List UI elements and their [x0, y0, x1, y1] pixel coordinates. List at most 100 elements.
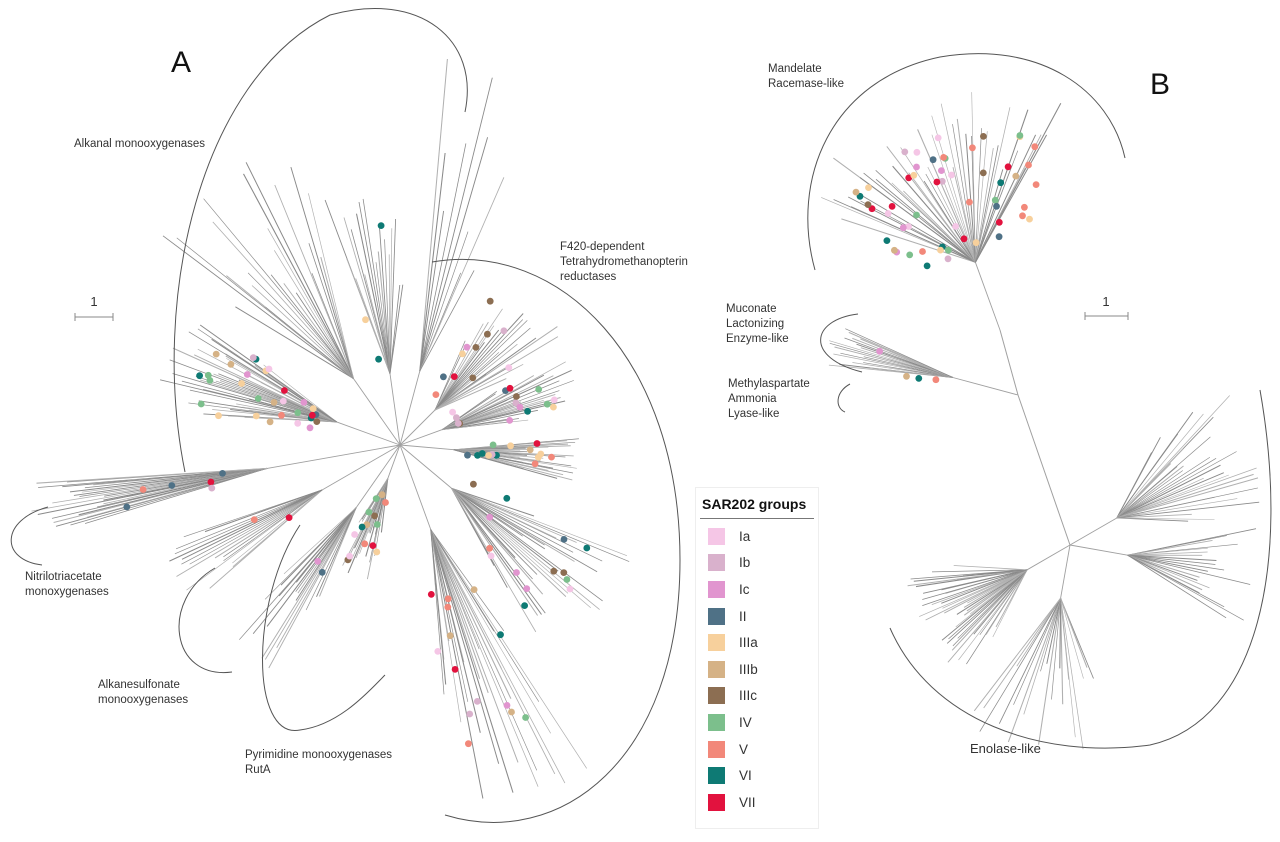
tree-branch: [829, 342, 953, 378]
tree-branch: [343, 217, 391, 374]
tree-branch: [321, 444, 401, 491]
tree-branch: [951, 569, 1028, 651]
sar202-marker: [940, 154, 947, 161]
panel-b-letter: B: [1150, 68, 1171, 101]
sar202-marker: [905, 223, 912, 230]
sar202-marker: [449, 408, 456, 416]
tree-branch: [419, 77, 493, 372]
tree-branch: [84, 468, 268, 524]
sar202-marker: [521, 602, 528, 609]
tree-branch: [1127, 554, 1244, 621]
clade-label-alkanesulfonate: Alkanesulfonate monooxygenases: [98, 679, 189, 706]
tree-branch: [442, 418, 519, 430]
tree-branch: [1046, 598, 1062, 664]
clade-label-methylaspartate: Methylaspartate Ammonia Lyase-like: [728, 378, 810, 420]
tree-branch: [1116, 501, 1260, 519]
sar202-marker: [207, 478, 215, 486]
tree-branch: [451, 488, 577, 543]
sar202-marker: [522, 714, 529, 721]
tree-branch: [1127, 554, 1208, 572]
sar202-marker: [373, 521, 381, 528]
tree-branch: [850, 206, 976, 263]
tree-branch: [434, 336, 559, 411]
arc-methylaspartate: [837, 383, 851, 413]
legend-item: IIIc: [696, 683, 818, 710]
tree-branch: [1060, 598, 1070, 680]
tree-branch: [841, 218, 976, 263]
sar202-marker: [506, 417, 514, 424]
tree-branch: [910, 569, 1028, 580]
tree-b-branches: [821, 92, 1260, 750]
legend-item: VII: [696, 789, 818, 816]
tree-branch: [38, 468, 268, 488]
sar202-marker: [913, 148, 921, 156]
legend-item: II: [696, 603, 818, 630]
tree-branch: [1116, 470, 1183, 519]
tree-branch: [451, 488, 546, 614]
sar202-marker: [537, 450, 545, 458]
sar202-marker: [252, 412, 260, 420]
sar202-marker: [507, 442, 514, 450]
tree-branch: [316, 507, 357, 597]
sar202-marker: [910, 171, 918, 179]
sar202-marker: [250, 516, 258, 523]
sar202-marker: [196, 372, 204, 380]
sar202-marker: [876, 347, 883, 355]
tree-branch: [264, 507, 357, 600]
sar202-marker: [934, 134, 942, 142]
tree-branch: [430, 529, 495, 632]
sar202-marker: [938, 177, 946, 185]
tree-branch: [273, 250, 354, 379]
legend-item: VI: [696, 762, 818, 789]
legend-swatch: [708, 527, 725, 545]
tree-branch: [434, 329, 504, 411]
sar202-marker: [351, 531, 358, 538]
tree-branch: [1127, 554, 1198, 581]
legend-label: Ia: [739, 528, 751, 544]
tree-branch: [1116, 477, 1204, 519]
tree-branch: [946, 569, 1028, 644]
tree-branch: [859, 177, 976, 263]
tree-branch: [925, 569, 1028, 621]
tree-branch: [375, 262, 391, 374]
sar202-marker: [1004, 163, 1012, 171]
tree-branch: [1060, 598, 1084, 750]
legend-swatch: [708, 607, 725, 625]
tree-branch: [1127, 554, 1225, 608]
tree-branch: [451, 488, 542, 615]
arc-alkanal: [173, 7, 468, 473]
panel-a-letter: A: [171, 46, 192, 79]
tree-branch: [1038, 598, 1062, 745]
sar202-marker: [486, 513, 494, 521]
tree-branch: [430, 529, 480, 650]
legend-label: V: [739, 741, 749, 757]
sar202-marker: [478, 450, 486, 457]
tree-branch: [922, 569, 1028, 600]
tree-branch: [999, 329, 1019, 396]
sar202-marker: [583, 544, 591, 552]
tree-branch: [1127, 554, 1217, 562]
tree-branch: [430, 529, 462, 723]
sar202-marker: [891, 246, 898, 254]
arc-enolase: [889, 389, 1272, 749]
sar202-marker: [1031, 143, 1039, 151]
sar202-marker: [470, 586, 478, 593]
sar202-marker: [281, 387, 288, 394]
sar202-marker: [960, 235, 968, 243]
sar202-marker: [309, 405, 317, 413]
tree-branch: [87, 468, 268, 518]
tree-branch: [860, 200, 976, 263]
sar202-marker: [864, 201, 872, 209]
sar202-marker: [300, 399, 308, 406]
tree-branch: [399, 444, 432, 530]
tree-branch: [1127, 554, 1216, 565]
sar202-marker: [434, 648, 442, 655]
tree-branch: [308, 243, 354, 379]
tree-branch: [1116, 517, 1189, 522]
tree-branch: [451, 488, 523, 537]
sar202-marker: [966, 198, 973, 206]
clade-label-nitrilotriacetate: Nitrilotriacetate monoxygenases: [25, 571, 109, 598]
sar202-marker: [903, 372, 910, 380]
sar202-marker: [306, 424, 314, 432]
tree-branch: [931, 134, 976, 263]
